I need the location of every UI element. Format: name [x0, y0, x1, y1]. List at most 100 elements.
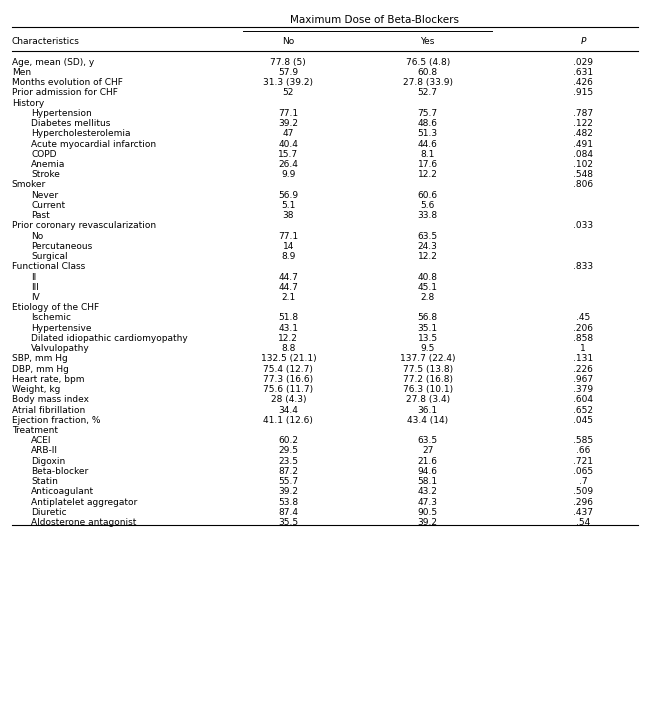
- Text: 60.8: 60.8: [417, 68, 438, 77]
- Text: Treatment: Treatment: [12, 426, 58, 435]
- Text: Prior admission for CHF: Prior admission for CHF: [12, 88, 117, 98]
- Text: DBP, mm Hg: DBP, mm Hg: [12, 364, 69, 374]
- Text: Smoker: Smoker: [12, 181, 46, 189]
- Text: 39.2: 39.2: [418, 518, 437, 527]
- Text: 137.7 (22.4): 137.7 (22.4): [400, 354, 456, 364]
- Text: .54: .54: [576, 518, 590, 527]
- Text: 12.2: 12.2: [279, 334, 298, 343]
- Text: Stroke: Stroke: [31, 170, 60, 179]
- Text: Prior coronary revascularization: Prior coronary revascularization: [12, 221, 156, 231]
- Text: SBP, mm Hg: SBP, mm Hg: [12, 354, 67, 364]
- Text: Past: Past: [31, 211, 50, 220]
- Text: 14: 14: [283, 241, 294, 251]
- Text: COPD: COPD: [31, 150, 56, 159]
- Text: Acute myocardial infarction: Acute myocardial infarction: [31, 140, 156, 148]
- Text: .833: .833: [573, 262, 594, 271]
- Text: 27.8 (3.4): 27.8 (3.4): [406, 395, 450, 404]
- Text: .66: .66: [576, 446, 590, 455]
- Text: 2.1: 2.1: [281, 293, 295, 302]
- Text: IV: IV: [31, 293, 40, 302]
- Text: 77.1: 77.1: [278, 109, 299, 118]
- Text: 43.4 (14): 43.4 (14): [407, 416, 448, 424]
- Text: 35.5: 35.5: [278, 518, 299, 527]
- Text: 53.8: 53.8: [278, 497, 299, 507]
- Text: Ischemic: Ischemic: [31, 314, 71, 322]
- Text: Characteristics: Characteristics: [12, 38, 80, 46]
- Text: 52: 52: [283, 88, 294, 98]
- Text: .065: .065: [573, 467, 594, 476]
- Text: .206: .206: [573, 324, 593, 333]
- Text: .122: .122: [573, 119, 593, 128]
- Text: 44.7: 44.7: [279, 283, 298, 292]
- Text: 75.4 (12.7): 75.4 (12.7): [264, 364, 313, 374]
- Text: III: III: [31, 283, 39, 292]
- Text: .045: .045: [573, 416, 593, 424]
- Text: Etiology of the CHF: Etiology of the CHF: [12, 303, 98, 312]
- Text: .721: .721: [573, 457, 593, 466]
- Text: No: No: [31, 231, 43, 241]
- Text: Months evolution of CHF: Months evolution of CHF: [12, 78, 122, 87]
- Text: 77.3 (16.6): 77.3 (16.6): [263, 375, 314, 384]
- Text: .226: .226: [573, 364, 593, 374]
- Text: .604: .604: [573, 395, 593, 404]
- Text: .379: .379: [573, 385, 594, 394]
- Text: .033: .033: [573, 221, 594, 231]
- Text: 40.8: 40.8: [418, 273, 437, 281]
- Text: Aldosterone antagonist: Aldosterone antagonist: [31, 518, 137, 527]
- Text: .548: .548: [573, 170, 593, 179]
- Text: 27: 27: [422, 446, 434, 455]
- Text: 5.6: 5.6: [421, 201, 435, 210]
- Text: .437: .437: [573, 508, 593, 517]
- Text: Hypertensive: Hypertensive: [31, 324, 91, 333]
- Text: .482: .482: [573, 129, 593, 138]
- Text: 60.6: 60.6: [417, 191, 438, 200]
- Text: .967: .967: [573, 375, 594, 384]
- Text: 94.6: 94.6: [418, 467, 437, 476]
- Text: 75.6 (11.7): 75.6 (11.7): [263, 385, 314, 394]
- Text: 26.4: 26.4: [279, 160, 298, 169]
- Text: Statin: Statin: [31, 477, 58, 486]
- Text: Diuretic: Diuretic: [31, 508, 67, 517]
- Text: 77.8 (5): 77.8 (5): [270, 58, 307, 67]
- Text: 56.8: 56.8: [417, 314, 438, 322]
- Text: Dilated idiopathic cardiomyopathy: Dilated idiopathic cardiomyopathy: [31, 334, 188, 343]
- Text: Anticoagulant: Anticoagulant: [31, 487, 94, 497]
- Text: Digoxin: Digoxin: [31, 457, 65, 466]
- Text: 60.2: 60.2: [279, 436, 298, 445]
- Text: 47: 47: [283, 129, 294, 138]
- Text: 47.3: 47.3: [418, 497, 437, 507]
- Text: Antiplatelet aggregator: Antiplatelet aggregator: [31, 497, 137, 507]
- Text: 2.8: 2.8: [421, 293, 435, 302]
- Text: 58.1: 58.1: [417, 477, 438, 486]
- Text: 44.6: 44.6: [418, 140, 437, 148]
- Text: Yes: Yes: [421, 38, 435, 46]
- Text: Beta-blocker: Beta-blocker: [31, 467, 88, 476]
- Text: Hypercholesterolemia: Hypercholesterolemia: [31, 129, 131, 138]
- Text: 36.1: 36.1: [417, 406, 438, 414]
- Text: 56.9: 56.9: [278, 191, 299, 200]
- Text: .45: .45: [576, 314, 590, 322]
- Text: 51.8: 51.8: [278, 314, 299, 322]
- Text: 8.9: 8.9: [281, 252, 295, 261]
- Text: .7: .7: [579, 477, 588, 486]
- Text: Maximum Dose of Beta-Blockers: Maximum Dose of Beta-Blockers: [290, 14, 459, 25]
- Text: Ejection fraction, %: Ejection fraction, %: [12, 416, 100, 424]
- Text: 90.5: 90.5: [417, 508, 438, 517]
- Text: Hypertension: Hypertension: [31, 109, 92, 118]
- Text: 31.3 (39.2): 31.3 (39.2): [263, 78, 314, 87]
- Text: 63.5: 63.5: [417, 231, 438, 241]
- Text: 41.1 (12.6): 41.1 (12.6): [264, 416, 313, 424]
- Text: 27.8 (33.9): 27.8 (33.9): [402, 78, 453, 87]
- Text: 63.5: 63.5: [417, 436, 438, 445]
- Text: 21.6: 21.6: [418, 457, 437, 466]
- Text: .131: .131: [573, 354, 594, 364]
- Text: 48.6: 48.6: [418, 119, 437, 128]
- Text: II: II: [31, 273, 36, 281]
- Text: ARB-II: ARB-II: [31, 446, 58, 455]
- Text: History: History: [12, 98, 44, 108]
- Text: 33.8: 33.8: [417, 211, 438, 220]
- Text: Surgical: Surgical: [31, 252, 68, 261]
- Text: 45.1: 45.1: [418, 283, 437, 292]
- Text: 8.8: 8.8: [281, 344, 295, 353]
- Text: 77.1: 77.1: [278, 231, 299, 241]
